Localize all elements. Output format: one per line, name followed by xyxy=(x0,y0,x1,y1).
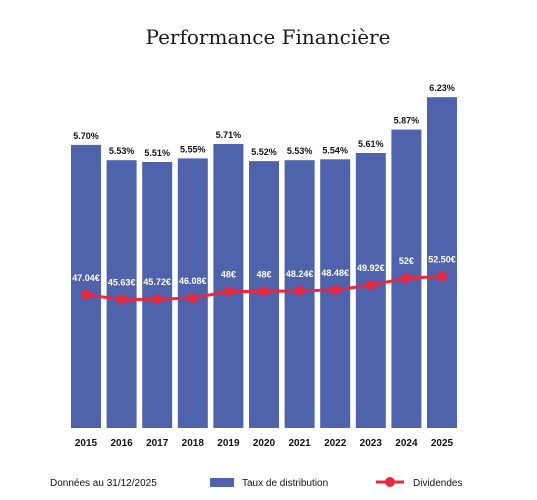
dividend-point-2021 xyxy=(294,285,305,296)
bar-label-2016: 5.53% xyxy=(109,146,135,156)
x-tick-2016: 2016 xyxy=(110,438,133,449)
bar-2016 xyxy=(106,160,137,428)
legend-label-distribution: Taux de distribution xyxy=(242,478,328,489)
dividend-point-2025 xyxy=(437,271,447,282)
bar-2015 xyxy=(71,144,101,428)
bar-label-2022: 5.54% xyxy=(322,145,348,155)
bar-label-2019: 5.71% xyxy=(216,130,242,140)
dividend-point-2016 xyxy=(116,294,127,305)
dividend-point-2018 xyxy=(187,292,198,303)
bar-label-2015: 5.70% xyxy=(73,131,99,141)
x-tick-2017: 2017 xyxy=(146,438,169,449)
dividend-point-2023 xyxy=(365,280,376,291)
dividend-label-2025: 52.50€ xyxy=(428,254,456,264)
bar-series: 5.70% 5.53% 5.51% 5.55% 5.71% 5.52% 5.53% 5.54%… xyxy=(71,83,457,429)
dividend-label-2015: 47.04€ xyxy=(72,273,100,283)
dividend-point-2017 xyxy=(152,294,163,305)
bar-2023 xyxy=(355,153,386,428)
dividend-point-2015 xyxy=(81,289,91,300)
chart-title: Performance Financière xyxy=(146,25,391,49)
bar-2019 xyxy=(213,144,244,428)
dividend-label-2022: 48.48€ xyxy=(321,268,349,278)
dividend-label-2016: 45.63€ xyxy=(108,278,136,288)
legend-swatch-dividends-marker xyxy=(385,477,395,487)
dividend-label-2024: 52€ xyxy=(399,256,414,266)
bar-label-2017: 5.51% xyxy=(144,148,170,158)
dividend-point-2019 xyxy=(223,286,234,297)
x-tick-2022: 2022 xyxy=(324,438,347,449)
x-tick-2015: 2015 xyxy=(75,438,98,449)
bar-label-2020: 5.52% xyxy=(251,147,277,157)
dividend-label-2019: 48€ xyxy=(221,270,236,280)
bar-label-2018: 5.55% xyxy=(180,144,206,154)
dividend-point-2024 xyxy=(401,273,412,284)
bar-label-2021: 5.53% xyxy=(287,146,313,156)
data-date-note: Données au 31/12/2025 xyxy=(50,478,157,489)
dividend-series: 47.04€ 45.63€ 45.72€ 46.08€ 48€ 48€ 48.24€ 48.4… xyxy=(72,254,456,305)
dividend-label-2017: 45.72€ xyxy=(143,277,171,287)
bar-2025 xyxy=(427,97,457,428)
x-tick-2023: 2023 xyxy=(360,438,383,449)
x-tick-2024: 2024 xyxy=(395,438,418,449)
bar-label-2023: 5.61% xyxy=(358,139,384,149)
dividend-label-2018: 46.08€ xyxy=(179,276,207,286)
dividend-label-2020: 48€ xyxy=(256,270,271,280)
dividend-point-2020 xyxy=(259,286,269,297)
x-tick-2021: 2021 xyxy=(288,438,311,449)
x-tick-2019: 2019 xyxy=(217,438,240,449)
bar-label-2025: 6.23% xyxy=(429,83,455,93)
x-tick-2020: 2020 xyxy=(253,438,276,449)
dividend-point-2022 xyxy=(330,284,341,295)
x-tick-2018: 2018 xyxy=(182,438,205,449)
dividend-label-2021: 48.24€ xyxy=(286,269,314,279)
legend-swatch-distribution xyxy=(210,478,234,487)
x-tick-2025: 2025 xyxy=(431,438,454,449)
legend-label-dividends: Dividendes xyxy=(413,478,462,489)
dividend-label-2023: 49.92€ xyxy=(357,263,385,273)
x-axis: 2015 2016 2017 2018 2019 2020 2021 2022 2023 2024… xyxy=(75,438,454,449)
bar-label-2024: 5.87% xyxy=(394,116,420,126)
